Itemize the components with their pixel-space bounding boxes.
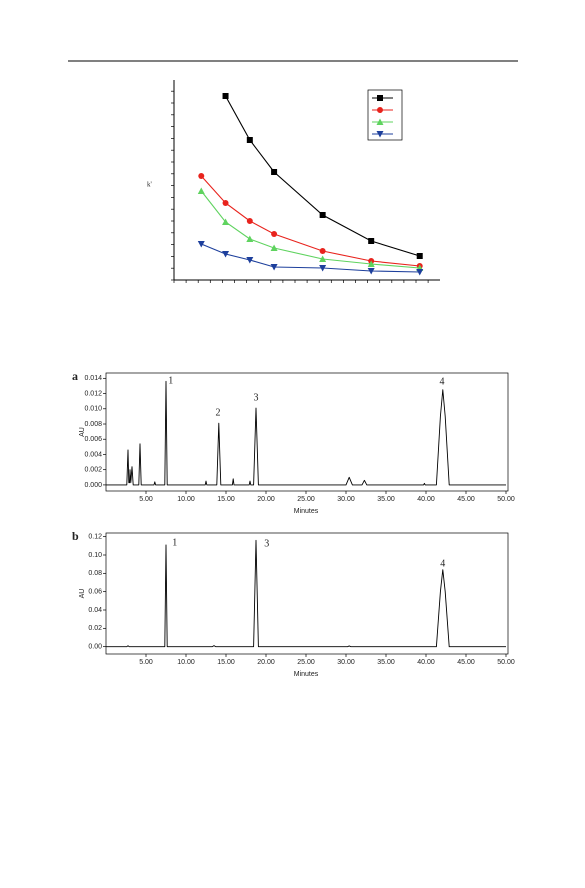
peak-label: 4 [440, 376, 445, 387]
data-point [222, 251, 230, 258]
x-axis-label: Minutes [294, 671, 319, 678]
panel-label: b [72, 529, 79, 543]
x-tick-label: 10.00 [177, 659, 195, 666]
y-tick-label: 0.04 [88, 607, 102, 614]
x-tick-label: 30.00 [337, 659, 355, 666]
data-point [246, 137, 253, 143]
peak-label: 3 [254, 392, 259, 403]
data-point [319, 212, 326, 218]
y-tick-label: 0.004 [84, 451, 102, 458]
x-tick-label: 50.00 [497, 659, 515, 666]
y-axis-label: AU [79, 589, 86, 599]
data-point [319, 248, 326, 254]
peak-label: 1 [172, 537, 177, 548]
peak-label: 2 [216, 408, 221, 419]
x-tick-label: 50.00 [497, 496, 515, 503]
data-point [271, 231, 278, 237]
data-point [270, 244, 278, 251]
x-tick-label: 30.00 [337, 496, 355, 503]
x-tick-label: 35.00 [377, 496, 395, 503]
x-tick-label: 40.00 [417, 496, 435, 503]
data-point [222, 218, 230, 225]
x-tick-label: 25.00 [297, 496, 315, 503]
peak-label: 4 [440, 558, 445, 569]
y-tick-label: 0.00 [88, 644, 102, 651]
series-line [200, 175, 420, 267]
data-point [246, 235, 254, 242]
data-point [198, 173, 205, 179]
y-tick-label: 0.06 [88, 589, 102, 596]
peak-label: 1 [168, 376, 173, 387]
panel-label: a [72, 369, 78, 383]
x-tick-label: 25.00 [297, 659, 315, 666]
data-point [319, 255, 327, 262]
x-tick-label: 35.00 [377, 659, 395, 666]
data-point [319, 265, 327, 272]
data-point [197, 241, 205, 248]
y-tick-label: 0.02 [88, 625, 102, 632]
y-tick-label: 0.006 [84, 436, 102, 443]
legend-marker [377, 95, 383, 101]
x-tick-label: 20.00 [257, 659, 275, 666]
series-line [225, 95, 420, 257]
y-tick-label: 0.10 [88, 552, 102, 559]
data-point [222, 93, 229, 99]
legend-marker [376, 118, 384, 125]
chromatogram-trace [106, 380, 506, 486]
y-tick-label: 0.002 [84, 467, 102, 474]
data-point [367, 268, 375, 275]
y-tick-label: 0.08 [88, 570, 102, 577]
y-axis-label: AU [79, 427, 86, 437]
data-point [246, 257, 254, 264]
y-tick-label: 0.010 [84, 406, 102, 413]
plot-frame [105, 372, 509, 492]
data-point [416, 253, 423, 259]
y-tick-label: 0.014 [84, 375, 102, 382]
y-tick-label: 0.000 [84, 482, 102, 489]
data-point [416, 269, 424, 276]
x-tick-label: 45.00 [457, 659, 475, 666]
x-tick-label: 5.00 [139, 659, 153, 666]
y-tick-label: 0.012 [84, 390, 102, 397]
data-point [222, 200, 229, 206]
x-tick-label: 40.00 [417, 659, 435, 666]
x-tick-label: 10.00 [177, 496, 195, 503]
series-line [201, 243, 420, 273]
x-tick-label: 15.00 [217, 496, 235, 503]
chromatogram-trace [106, 539, 506, 648]
data-point [197, 187, 205, 194]
x-tick-label: 20.00 [257, 496, 275, 503]
legend-box [367, 89, 403, 141]
y-axis-label: k' [147, 181, 152, 189]
data-point [246, 218, 253, 224]
plot-frame [105, 532, 509, 655]
x-axis-label: Minutes [294, 508, 319, 515]
legend-marker [377, 107, 383, 113]
data-point [271, 169, 278, 175]
data-point [367, 260, 375, 267]
x-tick-label: 5.00 [139, 496, 153, 503]
data-point [368, 238, 375, 244]
x-tick-label: 15.00 [217, 659, 235, 666]
data-point [270, 264, 278, 271]
y-tick-label: 0.008 [84, 421, 102, 428]
peak-label: 3 [264, 538, 269, 549]
x-tick-label: 45.00 [457, 496, 475, 503]
y-tick-label: 0.12 [88, 534, 102, 541]
legend-marker [376, 131, 384, 138]
